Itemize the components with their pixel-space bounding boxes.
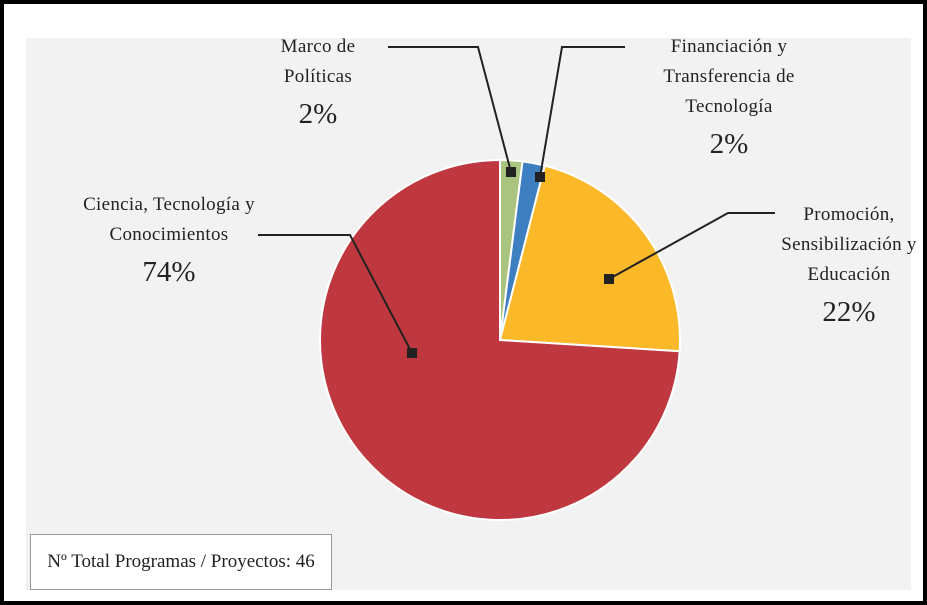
pie: [258, 46, 775, 521]
leader-line: [258, 234, 413, 354]
data-label: Financiación y Transferencia de Tecnolog…: [639, 32, 819, 166]
value-label: 22%: [822, 296, 876, 328]
leader-marker: [506, 167, 516, 177]
category-label: Marco de Políticas: [280, 36, 356, 87]
leader-line: [388, 46, 512, 173]
category-label: Ciencia, Tecnología y Conocimientos: [83, 194, 255, 245]
annotation: Nº Total Programas / Proyectos: 46: [30, 534, 332, 590]
leader-marker: [604, 274, 614, 284]
data-label: Marco de Políticas 2%: [262, 32, 374, 136]
value-label: 2%: [298, 98, 338, 130]
value-label: 74%: [142, 256, 196, 288]
leader-marker: [535, 172, 545, 182]
value-label: 2%: [709, 128, 749, 160]
data-label: Ciencia, Tecnología y Conocimientos 74%: [64, 190, 274, 294]
pie-slice: [319, 158, 681, 521]
leader-line: [539, 46, 625, 178]
leader-marker: [407, 348, 417, 358]
pie-slice: [498, 164, 681, 353]
category-label: Financiación y Transferencia de Tecnolog…: [663, 36, 795, 117]
category-label: Promoción, Sensibilización y Educación: [781, 204, 917, 285]
data-label: Promoción, Sensibilización y Educación 22…: [774, 200, 923, 334]
leader-line: [608, 212, 775, 280]
